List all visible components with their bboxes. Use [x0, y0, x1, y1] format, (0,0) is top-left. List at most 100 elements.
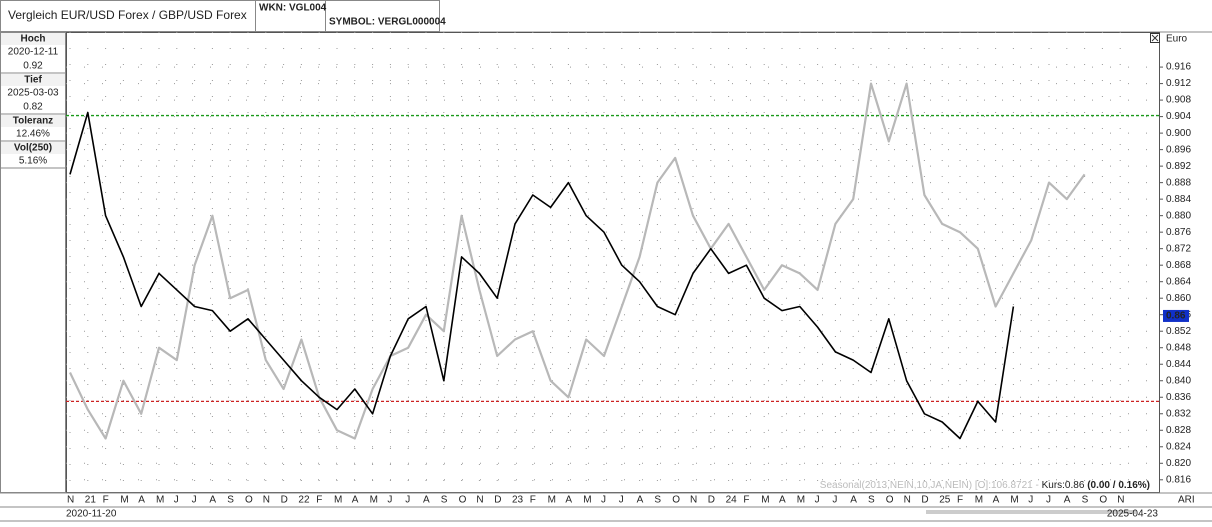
x-tick-label: D [281, 495, 288, 506]
x-tick-label: 22 [298, 495, 310, 506]
x-tick-label: S [441, 495, 448, 506]
plot: 0.816 0.820 0.824 0.828 0.832 0.836 0.840 0.844… [66, 32, 1191, 506]
series-line [69, 82, 1086, 440]
y-tick-label: 0.876 [1166, 227, 1191, 238]
y-tick-label: 0.816 [1166, 474, 1191, 485]
x-tick-label: A [209, 495, 216, 506]
x-tick-label: D [708, 495, 715, 506]
x-tick-label: F [530, 495, 536, 506]
x-tick-label: J [832, 495, 837, 506]
y-tick-label: 0.896 [1166, 144, 1191, 155]
stat-value: 0.92 [23, 61, 43, 72]
x-tick-label: 23 [512, 495, 524, 506]
x-tick-label: N [67, 495, 74, 506]
x-tick-label: D [494, 495, 501, 506]
x-tick-label: O [672, 495, 680, 506]
x-tick-label: A [637, 495, 644, 506]
y-axis-label: Euro [1166, 34, 1188, 45]
series-line [69, 111, 1015, 440]
x-tick-label: F [957, 495, 963, 506]
x-tick-label: M [761, 495, 769, 506]
x-tick-label: S [1082, 495, 1089, 506]
stat-date: 2020-12-11 [8, 47, 59, 58]
scrollbar[interactable] [926, 510, 1136, 514]
x-tick-label: A [850, 495, 857, 506]
y-tick-label: 0.836 [1166, 392, 1191, 403]
y-tick-label: 0.916 [1166, 62, 1191, 73]
stat-header-bg [1, 142, 65, 154]
x-tick-label: J [192, 495, 197, 506]
stat-date: 2025-03-03 [7, 88, 59, 99]
x-tick-label: M [548, 495, 556, 506]
x-tick-label: 24 [726, 495, 738, 506]
x-tick-label: M [370, 495, 378, 506]
x-tick-label: O [245, 495, 253, 506]
x-tick-label: O [1099, 495, 1107, 506]
title: Vergleich EUR/USD Forex / GBP/USD Forex [8, 8, 247, 22]
x-tick-label: N [690, 495, 697, 506]
stat-value: 0.82 [23, 102, 43, 113]
x-tick-label: J [619, 495, 624, 506]
close-x [1151, 34, 1159, 42]
x-tick-label: J [174, 495, 179, 506]
y-tick-label: 0.848 [1166, 342, 1191, 353]
y-tick-label: 0.888 [1166, 177, 1191, 188]
y-tick-label: 0.824 [1166, 441, 1191, 452]
x-tick-label: N [904, 495, 911, 506]
x-tick-label: J [387, 495, 392, 506]
stat-header-bg [1, 115, 65, 127]
x-tick-label: 21 [85, 495, 97, 506]
x-tick-label: M [156, 495, 164, 506]
tool-label: ARI [1178, 495, 1195, 506]
x-tick-label: S [868, 495, 875, 506]
x-tick-label: F [743, 495, 749, 506]
x-tick-label: A [352, 495, 359, 506]
x-tick-label: J [1046, 495, 1051, 506]
stat-label: Hoch [21, 34, 46, 45]
x-tick-label: 25 [939, 495, 951, 506]
y-tick-label: 0.884 [1166, 194, 1191, 205]
stat-label: Toleranz [13, 116, 53, 127]
footer-info: Seasonal(2013,NEIN,10,JA,NEIN) [O]:106.8… [820, 480, 1150, 491]
x-tick-label: M [120, 495, 128, 506]
stat-value: 5.16% [19, 156, 47, 167]
x-tick-label: J [1028, 495, 1033, 506]
x-tick-label: N [1117, 495, 1124, 506]
end-date: 2025-04-23 [1107, 509, 1159, 520]
x-tick-label: F [103, 495, 109, 506]
y-tick-label: 0.844 [1166, 359, 1191, 370]
x-tick-label: A [1064, 495, 1071, 506]
stat-label: Vol(250) [14, 143, 52, 154]
x-tick-label: J [405, 495, 410, 506]
x-tick-label: M [975, 495, 983, 506]
y-tick-label: 0.892 [1166, 161, 1191, 172]
y-tick-label: 0.912 [1166, 78, 1191, 89]
y-tick-label: 0.860 [1166, 293, 1191, 304]
x-tick-label: A [138, 495, 145, 506]
x-tick-label: A [423, 495, 430, 506]
y-tick-label: 0.864 [1166, 276, 1191, 287]
stat-value: 12.46% [16, 129, 50, 140]
stats: Hoch 2020-12-11 0.92 Tief 2025-03-03 0.82 Tole… [0, 33, 66, 169]
y-tick-label: 0.828 [1166, 425, 1191, 436]
symbol: SYMBOL: VERGL000004 [329, 17, 446, 28]
stat-header-bg [1, 33, 65, 45]
seasonal: Seasonal(2013,NEIN,10,JA,NEIN) [O]:106.8… [820, 480, 1039, 491]
x-tick-label: J [815, 495, 820, 506]
y-tick-label: 0.832 [1166, 408, 1191, 419]
last-value-label: 0.86 [1166, 311, 1186, 322]
x-tick-label: N [476, 495, 483, 506]
x-tick-label: S [654, 495, 661, 506]
y-tick-label: 0.852 [1166, 326, 1191, 337]
y-tick-label: 0.868 [1166, 260, 1191, 271]
y-tick-label: 0.840 [1166, 375, 1191, 386]
y-tick-label: 0.904 [1166, 111, 1191, 122]
x-tick-label: M [334, 495, 342, 506]
x-tick-label: F [316, 495, 322, 506]
x-tick-label: O [459, 495, 467, 506]
x-tick-label: D [921, 495, 928, 506]
start-date: 2020-11-20 [66, 509, 117, 520]
x-tick-label: M [1010, 495, 1018, 506]
